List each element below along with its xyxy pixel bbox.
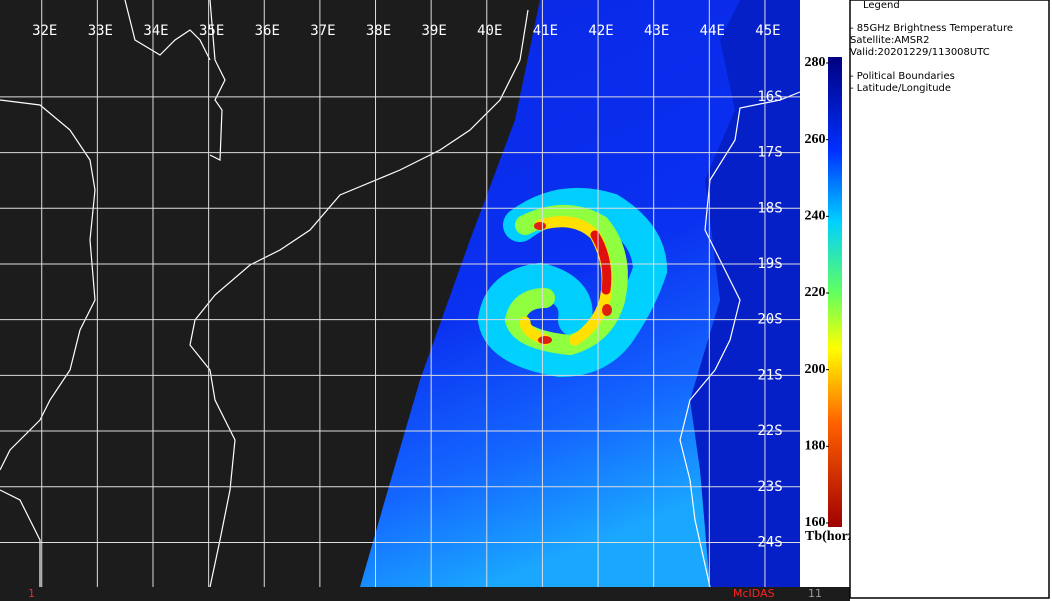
- longitude-label: 37E: [310, 23, 335, 39]
- legend-item: - 85GHz Brightness Temperature: [850, 23, 1013, 34]
- footer-bar: [0, 587, 850, 601]
- latitude-label: 21S: [757, 367, 782, 383]
- colorbar-tick-label: 200: [805, 362, 826, 377]
- colorbar-label: Tb(horz): [805, 529, 859, 544]
- graticule: 32E 33E 34E 35E 36E 37E 38E 39E 40E 41E 42E 43E 44E 4…: [0, 0, 800, 587]
- footer-left: 1: [28, 587, 35, 600]
- latitude-label: 23S: [757, 479, 782, 495]
- colorbar: [828, 57, 842, 527]
- longitude-label: 41E: [533, 23, 558, 39]
- swath-offshore: [690, 0, 800, 587]
- latitude-label: 18S: [757, 200, 782, 216]
- colorbar-tick-label: 240: [805, 209, 826, 224]
- latitude-label: 19S: [757, 256, 782, 272]
- longitude-label: 43E: [644, 23, 669, 39]
- footer-center: McIDAS: [733, 587, 775, 600]
- legend-item: - Political Boundaries: [850, 71, 955, 82]
- latitude-label: 17S: [757, 145, 782, 161]
- colorbar-tick-label: 260: [805, 132, 826, 147]
- colorbar-tick-label: 160: [805, 515, 826, 530]
- longitude-label: 35E: [199, 23, 224, 39]
- legend-title: Legend: [863, 0, 900, 11]
- longitude-label: 36E: [255, 23, 280, 39]
- storm: [477, 188, 668, 378]
- boundaries: [0, 0, 801, 588]
- latitude-label: 24S: [757, 534, 782, 550]
- latitude-label: 16S: [757, 89, 782, 105]
- legend-item: Valid:20201229/113008UTC: [850, 47, 990, 58]
- colorbar-tick-label: 220: [805, 285, 826, 300]
- longitude-label: 32E: [32, 23, 57, 39]
- longitude-label: 42E: [588, 23, 613, 39]
- latitude-label: 22S: [757, 423, 782, 439]
- latitude-label: 20S: [757, 312, 782, 328]
- legend-item: - Latitude/Longitude: [850, 83, 951, 94]
- longitude-label: 34E: [143, 23, 168, 39]
- colorbar-tick-label: 280: [805, 55, 826, 70]
- colorbar-tick-label: 180: [805, 439, 826, 454]
- longitude-label: 40E: [477, 23, 502, 39]
- footer-right: 11: [808, 587, 822, 600]
- legend-item: Satellite:AMSR2: [850, 35, 929, 46]
- longitude-label: 39E: [422, 23, 447, 39]
- longitude-label: 45E: [755, 23, 780, 39]
- longitude-label: 44E: [700, 23, 725, 39]
- legend-panel: [849, 0, 1050, 599]
- longitude-label: 33E: [88, 23, 113, 39]
- longitude-label: 38E: [366, 23, 391, 39]
